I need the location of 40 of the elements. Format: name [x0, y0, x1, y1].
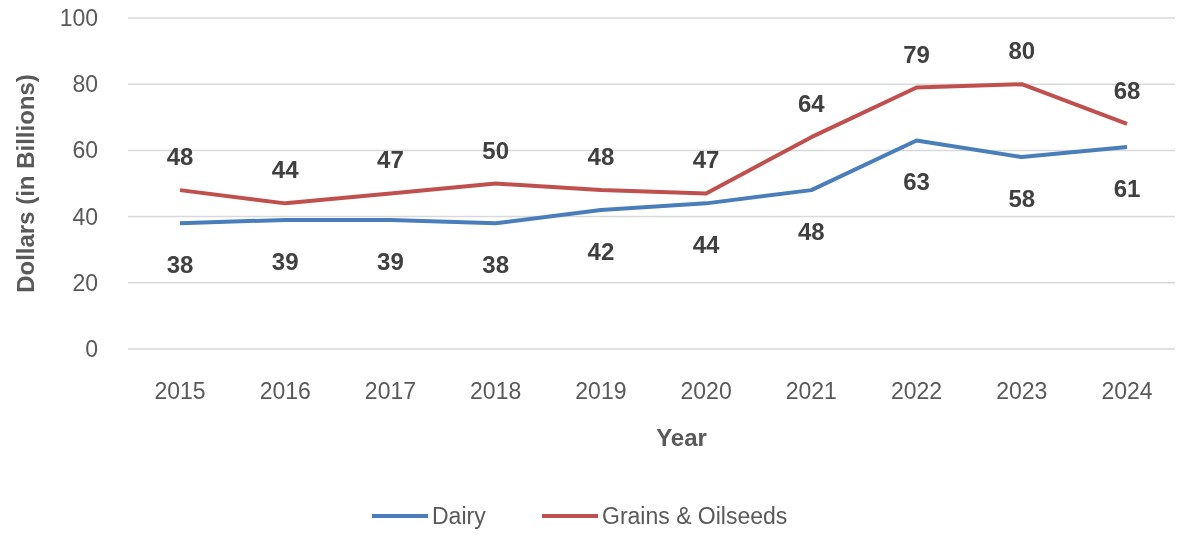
x-tick-label: 2015 [154, 378, 206, 404]
data-label: 38 [482, 251, 510, 279]
data-label: 48 [797, 218, 825, 246]
data-label: 42 [587, 237, 615, 265]
data-label: 39 [271, 247, 299, 275]
data-label: 47 [377, 146, 404, 174]
x-tick-label: 2017 [364, 378, 417, 404]
data-label: 47 [692, 146, 720, 174]
data-label: 63 [903, 168, 930, 196]
data-label: 80 [1008, 37, 1036, 65]
y-tick-label: 0 [85, 336, 98, 362]
x-tick-label: 2016 [259, 378, 311, 404]
y-tick-label: 40 [72, 203, 98, 230]
data-label: 61 [1113, 175, 1141, 203]
y-tick-label: 100 [59, 5, 98, 31]
data-label: 44 [271, 156, 300, 184]
data-label: 58 [1008, 185, 1036, 213]
y-tick-label: 60 [72, 137, 98, 164]
data-label: 48 [587, 143, 615, 171]
x-axis-title: Year [656, 424, 707, 451]
x-tick-label: 2023 [996, 378, 1048, 404]
legend-label: Grains & Oilseeds [602, 503, 788, 529]
legend-label: Dairy [432, 503, 487, 529]
data-label: 44 [692, 231, 721, 259]
x-tick-label: 2019 [575, 378, 627, 404]
y-tick-label: 20 [72, 269, 98, 296]
data-label: 79 [903, 40, 930, 68]
data-label: 50 [482, 136, 510, 164]
x-tick-label: 2022 [890, 378, 943, 404]
x-tick-label: 2021 [785, 378, 837, 404]
y-axis-title: Dollars (in Billions) [12, 74, 39, 293]
x-tick-label: 2020 [680, 378, 732, 404]
x-tick-label: 2018 [470, 378, 522, 404]
x-tick-label: 2024 [1101, 378, 1153, 404]
data-label: 68 [1113, 76, 1141, 104]
data-label: 64 [797, 90, 826, 118]
data-label: 38 [166, 251, 194, 279]
y-tick-label: 80 [72, 71, 98, 98]
data-label: 48 [166, 143, 194, 171]
data-label: 39 [377, 247, 404, 275]
